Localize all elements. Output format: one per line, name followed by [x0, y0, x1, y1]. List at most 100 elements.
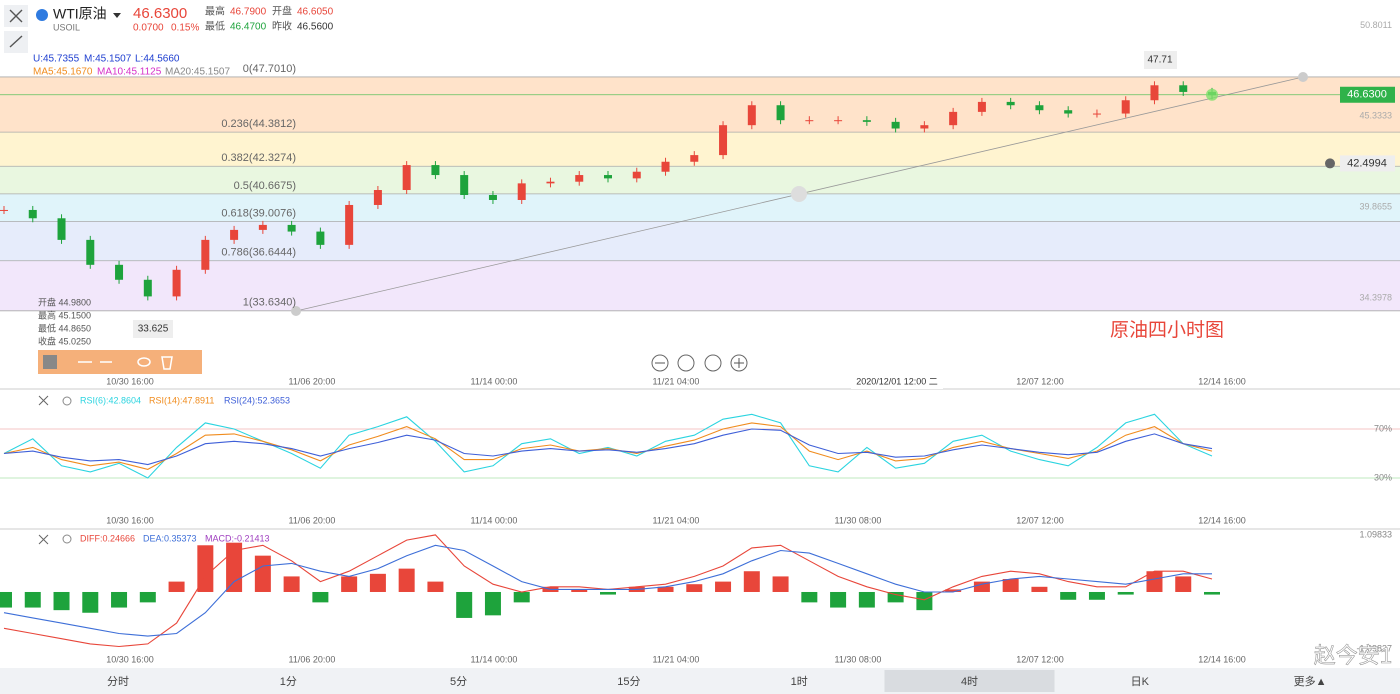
toolbar-icons — [78, 356, 173, 370]
x-tick-label: 11/06 20:00 — [289, 376, 336, 386]
rsi-line — [3, 428, 1213, 466]
candle — [287, 224, 296, 232]
tab[interactable]: 1分 — [280, 675, 297, 688]
y-tick-label: 45.3333 — [1359, 111, 1392, 121]
candle — [201, 239, 210, 270]
legend-entry: RSI(24):52.3653 — [224, 395, 290, 405]
x-tick-label: 11/14 00:00 — [471, 654, 518, 664]
macd-bar — [1031, 586, 1048, 592]
macd-bar — [973, 581, 990, 592]
macd-bar — [0, 591, 12, 608]
to-end[interactable] — [704, 354, 722, 372]
x-tick-label: 12/07 12:00 — [1016, 515, 1064, 525]
candle — [949, 111, 958, 126]
candle — [891, 121, 900, 129]
x-tick-label: 12/07 12:00 — [1016, 654, 1064, 664]
drawing-toolbar[interactable] — [38, 350, 202, 374]
trend-handle[interactable] — [791, 186, 807, 202]
fib-label: 0.382(42.3274) — [221, 152, 296, 164]
trend-handle[interactable] — [1298, 72, 1308, 82]
tab[interactable]: 4时 — [961, 675, 978, 688]
alert-bell[interactable] — [1325, 158, 1335, 169]
stat-value: 46.4700 — [230, 22, 267, 33]
macd-bar — [111, 591, 128, 608]
candle — [834, 120, 843, 122]
high-box — [1144, 51, 1177, 69]
macd-bar — [1117, 591, 1134, 595]
watermark: 赵今安1 — [1314, 643, 1392, 668]
candle — [373, 190, 382, 205]
tab[interactable]: 分时 — [107, 675, 129, 688]
macd-bar — [715, 581, 732, 592]
fib-band — [0, 132, 1400, 167]
fib-band — [0, 221, 1400, 261]
macd-bar — [369, 573, 386, 592]
macd-bar — [1175, 576, 1192, 592]
candle — [747, 105, 756, 126]
ohlc-line: 最低 44.8650 — [38, 322, 91, 333]
tab[interactable]: 5分 — [450, 675, 467, 688]
nav-glyphs — [655, 358, 744, 368]
candle — [1064, 110, 1073, 114]
macd-bar — [1088, 591, 1105, 600]
candle — [28, 209, 37, 219]
pane-close[interactable] — [38, 395, 49, 545]
macd-bar — [916, 591, 933, 611]
current-price-box — [1340, 86, 1395, 103]
ohlc-line: 开盘 44.9800 — [38, 296, 91, 307]
x-tick-label: 11/30 08:00 — [835, 654, 882, 664]
stat-value: 46.6050 — [297, 7, 334, 18]
macd-bar — [341, 576, 358, 592]
trend-handle[interactable] — [291, 306, 301, 316]
tab[interactable]: 1时 — [791, 675, 808, 688]
candle — [460, 175, 469, 195]
macd-bar — [484, 591, 501, 616]
candle — [1150, 85, 1159, 101]
candle — [977, 101, 986, 112]
candle — [230, 229, 239, 240]
fib-label: 0.786(36.6444) — [221, 247, 296, 259]
candle — [690, 155, 699, 162]
candle — [115, 264, 124, 280]
macd-bar — [513, 591, 530, 603]
macd-bar — [427, 581, 444, 592]
macd-bar — [743, 571, 760, 592]
macd-bar — [168, 581, 185, 592]
symbol[interactable]: WTI原油 — [53, 6, 107, 22]
stat-label: 开盘 — [272, 5, 292, 18]
ma-value: MA20:45.1507 — [165, 67, 230, 78]
candle — [1035, 105, 1044, 111]
pane-settings[interactable] — [62, 396, 72, 406]
candle — [172, 269, 181, 297]
macd-bar — [571, 589, 588, 592]
alert-box — [1340, 155, 1395, 172]
candle — [661, 161, 670, 172]
symbol-icon — [36, 9, 48, 21]
tab[interactable]: 日K — [1131, 676, 1150, 688]
candle — [316, 231, 325, 245]
legend-entry: MACD:-0.21413 — [205, 533, 270, 543]
y-tick-label: -1.09837 — [1356, 643, 1392, 653]
toolbar-color[interactable] — [43, 355, 57, 369]
chart-note: 原油四小时图 — [1110, 319, 1224, 341]
stat-label: 最高 — [205, 5, 225, 18]
boll-value: L:44.5660 — [135, 54, 180, 65]
dropdown-arrow[interactable] — [113, 13, 121, 18]
ma-value: MA10:45.1125 — [97, 67, 162, 78]
to-start[interactable] — [677, 354, 695, 372]
macd-bar — [657, 586, 674, 592]
macd-bar — [82, 591, 99, 613]
high-label: 47.71 — [1147, 55, 1172, 66]
close-icon — [9, 9, 23, 23]
candle — [488, 194, 497, 200]
macd-bar — [312, 591, 329, 603]
pane-settings[interactable] — [62, 534, 72, 544]
tab[interactable]: 更多▲ — [1294, 674, 1327, 688]
y-tick-label: 39.8655 — [1359, 202, 1392, 212]
stat-value: 46.5600 — [297, 22, 334, 33]
stat-value: 46.7900 — [230, 7, 267, 18]
nav-buttons — [651, 354, 748, 372]
fib-band — [0, 260, 1400, 311]
tab[interactable]: 15分 — [617, 675, 640, 688]
